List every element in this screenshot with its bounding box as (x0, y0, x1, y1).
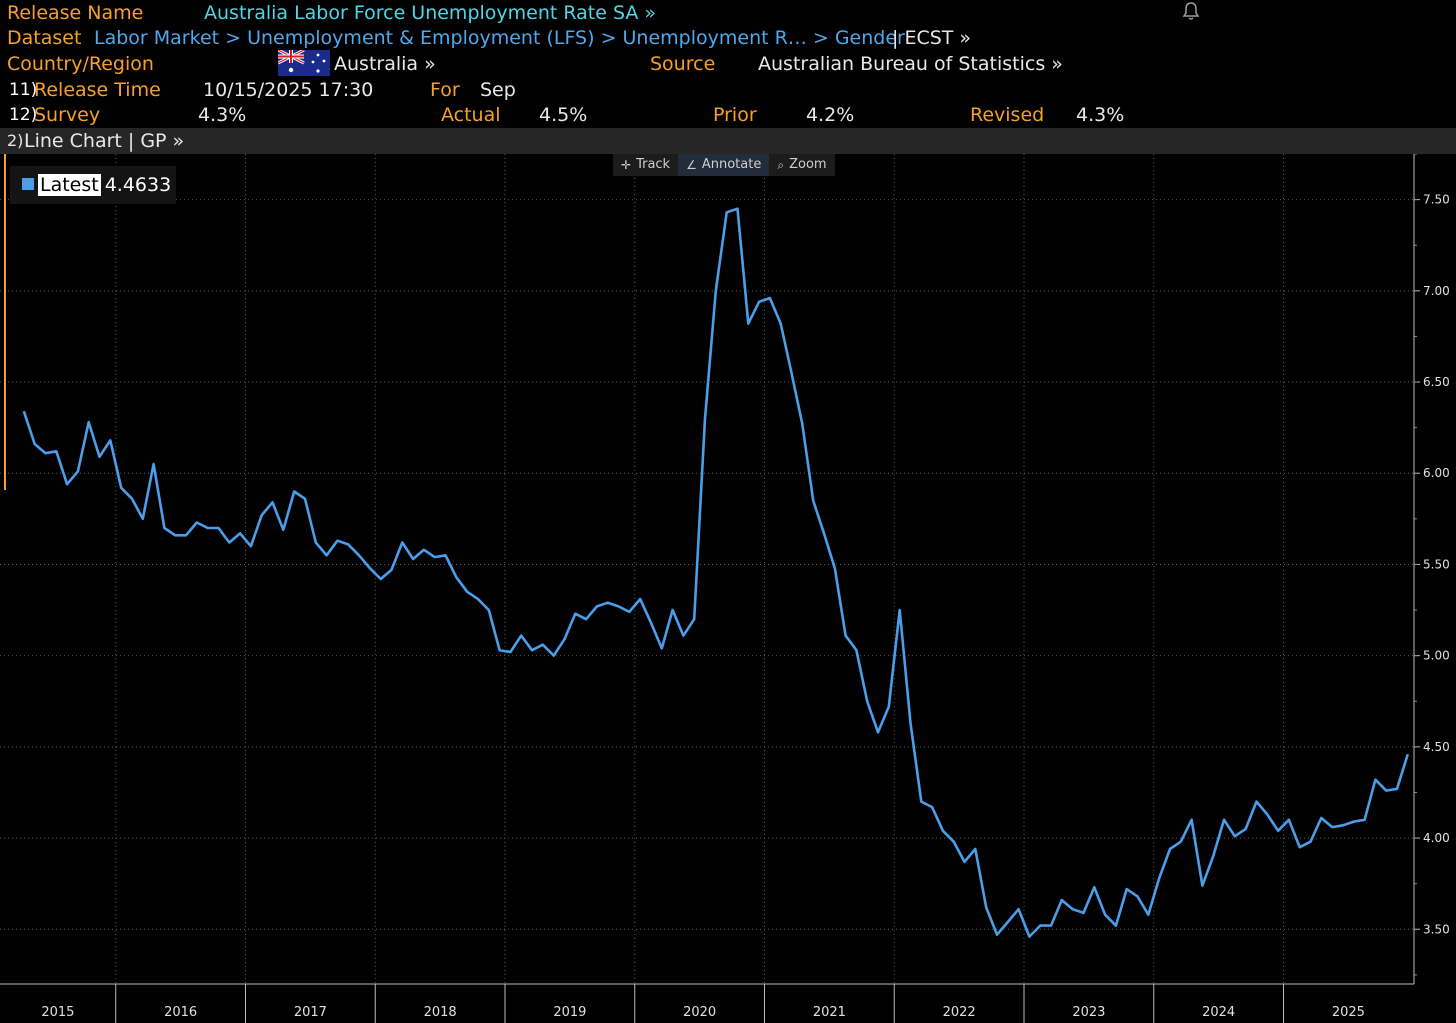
zoom-tool[interactable]: ⌕ Zoom (769, 154, 834, 176)
grid-layer (0, 154, 1414, 984)
axis-layer: 3.50 4.00 4.50 5.00 5.50 6.00 6.50 7.00 7.50 2015… (0, 154, 1450, 1023)
y-tick-label: 5.00 (1423, 649, 1450, 663)
annotate-label: Annotate (701, 157, 762, 172)
bell-icon[interactable] (1180, 0, 1202, 22)
dataset-breadcrumb[interactable]: Labor Market > Unemployment & Employment… (94, 27, 905, 49)
annotate-tool[interactable]: ∠ Annotate (678, 154, 770, 176)
x-tick-label: 2018 (424, 1005, 457, 1020)
chart-title-bar: 2) Line Chart | GP » (0, 128, 1456, 154)
dataset-label: Dataset (7, 27, 82, 49)
x-tick-label: 2017 (294, 1005, 327, 1020)
y-tick-label: 6.00 (1423, 466, 1450, 480)
y-tick-label: 4.00 (1423, 831, 1450, 845)
chart-edge-marker (4, 154, 6, 490)
y-tick-label: 3.50 (1423, 922, 1450, 936)
chart-type-selector[interactable]: Line Chart | GP » (24, 130, 185, 152)
source-label: Source (650, 53, 716, 75)
actual-value: 4.5% (539, 104, 588, 126)
release-time-value: 10/15/2025 17:30 (203, 79, 374, 101)
pencil-icon: ∠ (686, 158, 697, 172)
revised-label: Revised (970, 104, 1045, 126)
legend-swatch (22, 177, 34, 190)
survey-value: 4.3% (198, 104, 247, 126)
x-tick-label: 2019 (553, 1005, 586, 1020)
legend-label: Latest (38, 174, 101, 196)
country-value[interactable]: Australia » (334, 53, 436, 75)
release-time-num: 11) (9, 80, 38, 100)
crosshair-icon: ✛ (621, 158, 632, 172)
header-panel: Release Name Australia Labor Force Unemp… (0, 0, 1456, 128)
country-label: Country/Region (7, 53, 154, 75)
for-value: Sep (480, 79, 516, 101)
x-tick-label: 2015 (41, 1005, 74, 1020)
survey-label[interactable]: Survey (34, 104, 101, 126)
source-value[interactable]: Australian Bureau of Statistics » (758, 53, 1063, 75)
chart-bar-num: 2) (7, 131, 24, 150)
magnifier-icon: ⌕ (777, 158, 785, 172)
prior-value: 4.2% (806, 104, 855, 126)
track-tool[interactable]: ✛ Track (613, 154, 678, 176)
y-tick-label: 7.50 (1423, 193, 1450, 207)
release-name-link[interactable]: Australia Labor Force Unemployment Rate … (204, 2, 657, 24)
y-tick-label: 6.50 (1423, 375, 1450, 389)
track-label: Track (636, 157, 671, 172)
revised-value: 4.3% (1076, 104, 1125, 126)
actual-label: Actual (441, 104, 501, 126)
release-time-label[interactable]: Release Time (34, 79, 161, 101)
australia-flag-icon (278, 50, 330, 76)
x-tick-label: 2022 (943, 1005, 976, 1020)
for-label: For (430, 79, 460, 101)
y-tick-label: 7.00 (1423, 284, 1450, 298)
series-line-unemployment (22, 207, 1410, 938)
survey-num: 12) (9, 105, 38, 125)
chart-toolbar: ✛ Track ∠ Annotate ⌕ Zoom (613, 154, 835, 176)
zoom-label: Zoom (789, 157, 827, 172)
x-tick-label: 2024 (1202, 1005, 1235, 1020)
y-tick-label: 4.50 (1423, 740, 1450, 754)
x-tick-label: 2020 (683, 1005, 716, 1020)
x-tick-label: 2023 (1072, 1005, 1105, 1020)
release-name-label: Release Name (7, 2, 144, 24)
line-chart[interactable]: 3.50 4.00 4.50 5.00 5.50 6.00 6.50 7.00 7.50 2015… (0, 154, 1456, 1023)
legend-box[interactable]: Latest 4.4633 (10, 166, 176, 204)
dataset-suffix[interactable]: | ECST » (892, 27, 972, 49)
legend-value: 4.4633 (104, 174, 172, 196)
x-tick-label: 2016 (164, 1005, 197, 1020)
y-tick-label: 5.50 (1423, 557, 1450, 571)
x-tick-label: 2025 (1332, 1005, 1365, 1020)
x-tick-label: 2021 (813, 1005, 846, 1020)
prior-label: Prior (713, 104, 757, 126)
